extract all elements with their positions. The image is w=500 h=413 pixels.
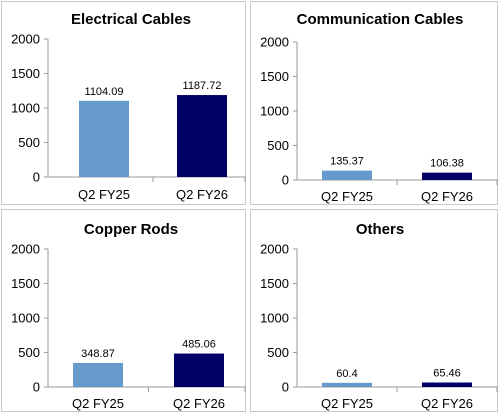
chart-panel-others: Others 0 500 1000 1500 2000 60.4 Q2 FY25 65.46 Q2… — [250, 209, 498, 412]
y-tick-label: 500 — [267, 345, 289, 360]
bar-electrical-cables-1 — [177, 95, 227, 177]
bar-copper-rods-0 — [73, 362, 123, 387]
bar-copper-rods-1 — [174, 353, 224, 387]
data-label: 485.06 — [182, 339, 216, 351]
bar-others-0 — [322, 382, 372, 387]
data-label: 135.37 — [330, 156, 364, 168]
y-tick-label: 0 — [282, 380, 289, 395]
chart-panel-electrical-cables: Electrical Cables 0 500 1000 1500 2000 1104.09… — [1, 1, 246, 205]
y-tick-label: 1000 — [260, 311, 289, 326]
data-label: 106.38 — [430, 158, 464, 170]
data-label: 1104.09 — [85, 86, 124, 98]
y-tick-label: 2000 — [260, 242, 289, 257]
x-category-label: Q2 FY25 — [72, 396, 124, 411]
y-tick-label: 2000 — [11, 242, 40, 257]
data-label: 1187.72 — [183, 80, 222, 92]
y-tick-label: 1500 — [11, 276, 40, 291]
y-tick-label: 1500 — [260, 276, 289, 291]
chart-communication-cables: Communication Cables 0 500 1000 1500 2000 135.… — [260, 11, 498, 204]
y-tick-label: 0 — [33, 170, 40, 185]
chart-title: Electrical Cables — [71, 11, 191, 28]
x-category-label: Q2 FY25 — [321, 396, 373, 411]
data-label: 60.4 — [336, 368, 357, 380]
x-category-label: Q2 FY26 — [421, 189, 473, 204]
y-tick-label: 1000 — [260, 104, 289, 119]
bar-communication-cables-0 — [322, 170, 372, 180]
chart-electrical-cables: Electrical Cables 0 500 1000 1500 2000 1104.09… — [11, 11, 246, 202]
chart-title: Copper Rods — [84, 221, 178, 238]
bar-communication-cables-1 — [422, 172, 472, 180]
y-tick-label: 500 — [267, 138, 289, 153]
x-category-label: Q2 FY26 — [176, 187, 228, 202]
bar-others-1 — [422, 382, 472, 387]
chart-copper-rods: Copper Rods 0 500 1000 1500 2000 348.87 Q2 FY25… — [11, 221, 246, 411]
y-tick-label: 1000 — [11, 101, 40, 116]
chart-others: Others 0 500 1000 1500 2000 60.4 Q2 FY25 65.46 Q2… — [260, 221, 498, 411]
chart-title: Communication Cables — [297, 11, 464, 28]
y-tick-label: 500 — [18, 345, 40, 360]
chart-panel-communication-cables: Communication Cables 0 500 1000 1500 2000 135.… — [250, 1, 498, 205]
chart-panel-copper-rods: Copper Rods 0 500 1000 1500 2000 348.87 Q2 FY25… — [1, 209, 246, 412]
data-label: 65.46 — [433, 367, 461, 379]
x-category-label: Q2 FY25 — [78, 187, 130, 202]
y-tick-label: 1500 — [11, 66, 40, 81]
x-category-label: Q2 FY25 — [321, 189, 373, 204]
y-tick-label: 500 — [18, 135, 40, 150]
y-tick-label: 1500 — [260, 69, 289, 84]
bar-electrical-cables-0 — [79, 100, 129, 177]
chart-title: Others — [356, 221, 404, 238]
y-tick-label: 1000 — [11, 311, 40, 326]
data-label: 348.87 — [81, 348, 115, 360]
x-category-label: Q2 FY26 — [173, 396, 225, 411]
x-category-label: Q2 FY26 — [421, 396, 473, 411]
y-tick-label: 0 — [33, 380, 40, 395]
y-tick-label: 2000 — [260, 35, 289, 50]
y-tick-label: 0 — [282, 173, 289, 188]
y-tick-label: 2000 — [11, 32, 40, 47]
